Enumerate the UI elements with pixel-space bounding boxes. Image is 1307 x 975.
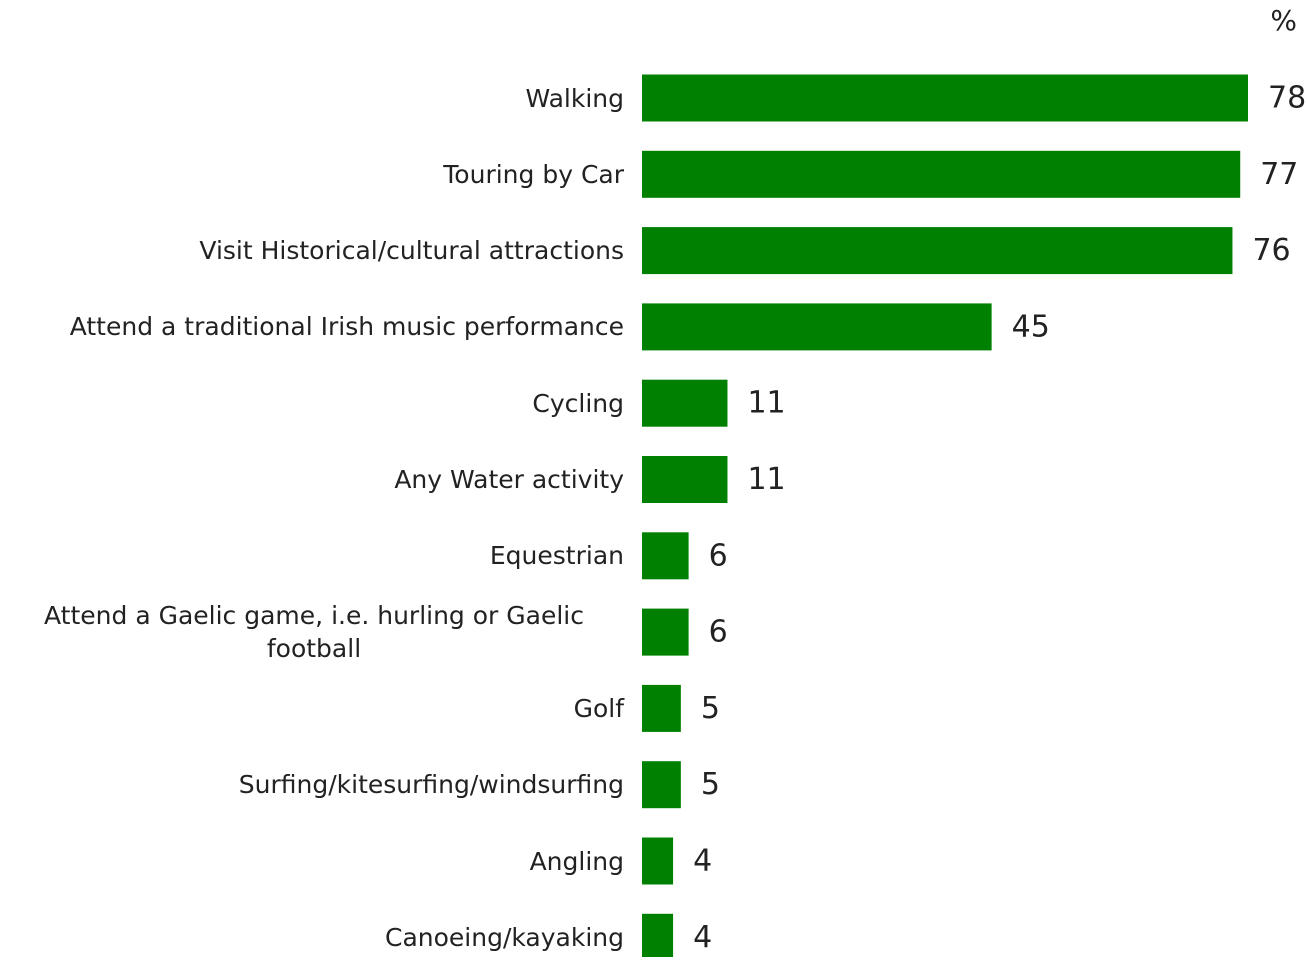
- bar: [642, 150, 1241, 198]
- value-label: 45: [1012, 309, 1050, 344]
- category-label: Canoeing/kayaking: [385, 922, 624, 952]
- category-label: Any Water activity: [394, 465, 624, 494]
- category-label: Touring by Car: [443, 159, 624, 189]
- category-label-box: Canoeing/kayaking: [0, 899, 624, 975]
- category-label: Angling: [529, 846, 624, 876]
- value-label: 76: [1252, 233, 1290, 268]
- category-label-box: Touring by Car: [0, 136, 624, 212]
- bar: [642, 608, 689, 656]
- category-label: Walking: [525, 83, 624, 113]
- value-label: 5: [701, 691, 720, 726]
- bar: [642, 74, 1248, 122]
- category-label: Visit Historical/cultural attractions: [199, 236, 624, 266]
- bar: [642, 532, 689, 580]
- category-label-box: Attend a Gaelic game, i.e. hurling or Ga…: [0, 594, 624, 670]
- value-label: 4: [693, 920, 712, 955]
- value-label: 4: [693, 844, 712, 879]
- category-label-box: Cycling: [0, 365, 624, 441]
- category-label: Attend a Gaelic game, i.e. hurling or Ga…: [44, 601, 584, 664]
- bar: [642, 227, 1233, 275]
- bar: [642, 684, 681, 732]
- bar: [642, 379, 728, 427]
- category-label: Equestrian: [489, 541, 624, 571]
- bar: [642, 303, 992, 351]
- category-label-box: Walking: [0, 60, 624, 136]
- category-label: Surfing/kitesurfing/windsurfing: [238, 770, 624, 800]
- category-label: Golf: [573, 693, 624, 723]
- category-label-box: Angling: [0, 823, 624, 899]
- category-label-box: Equestrian: [0, 518, 624, 594]
- category-label-box: Attend a traditional Irish music perform…: [0, 289, 624, 365]
- value-label: 78: [1268, 81, 1306, 116]
- value-label: 11: [747, 462, 785, 497]
- category-label-box: Visit Historical/cultural attractions: [0, 213, 624, 289]
- category-label: Cycling: [532, 388, 624, 418]
- value-label: 5: [701, 767, 720, 802]
- category-label: Attend a traditional Irish music perform…: [69, 312, 624, 342]
- bar: [642, 913, 674, 957]
- category-label-box: Surfing/kitesurfing/windsurfing: [0, 747, 624, 823]
- bar: [642, 837, 674, 885]
- value-label: 6: [709, 615, 728, 650]
- unit-label: %: [1270, 4, 1297, 37]
- value-label: 6: [709, 538, 728, 573]
- bar: [642, 761, 681, 809]
- bar: [642, 456, 728, 503]
- category-label-box: Any Water activity: [0, 442, 624, 518]
- category-label-box: Golf: [0, 670, 624, 746]
- value-label: 11: [747, 386, 785, 421]
- value-label: 77: [1260, 157, 1298, 192]
